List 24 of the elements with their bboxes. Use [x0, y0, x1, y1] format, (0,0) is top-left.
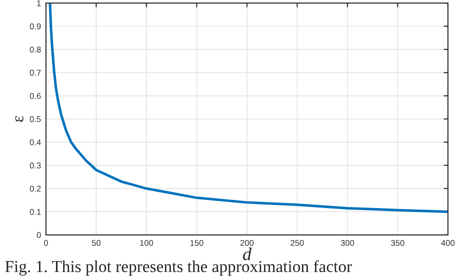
x-tick-label: 200 [240, 240, 254, 246]
x-tick-label: 300 [340, 240, 354, 246]
y-axis-title: ε [15, 116, 24, 122]
x-tick-label: 100 [140, 240, 154, 246]
x-tick-label: 250 [290, 240, 304, 246]
y-tick-label: 0.4 [30, 139, 41, 146]
x-tick-label: 0 [44, 240, 48, 246]
y-tick-label: 1 [37, 0, 41, 6]
line-series [48, 3, 448, 213]
y-tick-label: 0 [36, 232, 41, 238]
y-tick-label: 0.5 [30, 116, 41, 122]
x-tick-label: 50 [92, 240, 101, 246]
y-tick-label: 0.3 [30, 162, 41, 168]
y-tick-label: 0.1 [30, 208, 41, 215]
caption: Fig. 1. This plot represents the approximation factor [5, 260, 352, 276]
x-tick-label: 150 [190, 240, 204, 246]
x-tick-label: 400 [441, 240, 455, 246]
y-tick-label: 0.9 [30, 23, 41, 30]
x-tick-label: 350 [391, 240, 404, 246]
y-tick-label: 0.6 [30, 92, 41, 99]
x-axis-title: d [242, 248, 252, 260]
y-tick-label: 0.2 [30, 186, 41, 192]
y-tick-label: 0.7 [30, 70, 41, 76]
y-tick-label: 0.8 [30, 46, 41, 53]
